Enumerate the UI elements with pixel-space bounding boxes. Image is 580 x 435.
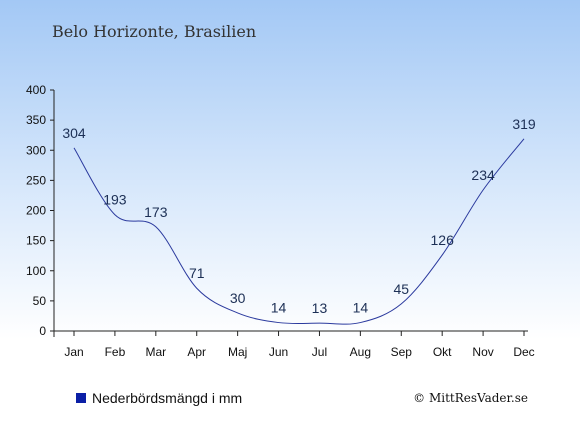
data-label: 71 [189, 265, 205, 281]
x-tick-label: Jul [312, 345, 327, 359]
x-tick-label: Okt [433, 345, 452, 359]
data-label: 14 [353, 300, 369, 316]
data-label: 30 [230, 290, 246, 306]
data-label: 173 [144, 204, 168, 220]
data-label: 45 [393, 281, 409, 297]
data-label: 319 [512, 116, 536, 132]
data-labels: 304 193 173 71 30 14 13 14 45 126 234 319 [62, 116, 536, 316]
copyright: © MittResVader.se [413, 391, 528, 405]
x-tick-label: Sep [391, 345, 413, 359]
data-label: 14 [271, 300, 287, 316]
x-tick-label: Mar [145, 345, 166, 359]
legend-label: Nederbördsmängd i mm [92, 390, 242, 406]
y-tick-label: 300 [26, 143, 46, 157]
x-tick-label: Nov [472, 345, 493, 359]
y-tick-label: 200 [26, 204, 46, 218]
x-tick-label: Apr [187, 345, 206, 359]
data-label: 193 [103, 192, 127, 208]
series-line [73, 138, 525, 325]
y-tick-label: 150 [26, 234, 46, 248]
data-label: 234 [471, 167, 495, 183]
y-tick-label: 400 [26, 83, 46, 97]
y-axis-ticks: 0 50 100 150 200 250 300 350 400 [26, 83, 54, 338]
data-label: 304 [62, 125, 86, 141]
chart-title: Belo Horizonte, Brasilien [52, 22, 256, 41]
legend: Nederbördsmängd i mm [76, 390, 242, 406]
x-tick-label: Jan [64, 345, 83, 359]
legend-marker [76, 393, 86, 403]
x-tick-label: Dec [513, 345, 534, 359]
x-tick-label: Maj [228, 345, 247, 359]
y-tick-label: 0 [39, 324, 46, 338]
y-tick-label: 50 [33, 294, 47, 308]
x-tick-label: Jun [269, 345, 288, 359]
axes [53, 90, 528, 337]
y-tick-label: 250 [26, 173, 46, 187]
series-line-group [73, 138, 525, 325]
data-label: 126 [431, 232, 455, 248]
x-axis-ticks: Jan Feb Mar Apr Maj Jun Jul Aug Sep Okt Nov Dec [64, 331, 535, 359]
x-tick-label: Feb [105, 345, 126, 359]
data-label: 13 [312, 300, 328, 316]
y-tick-label: 100 [26, 264, 46, 278]
x-tick-label: Aug [350, 345, 371, 359]
y-tick-label: 350 [26, 113, 46, 127]
